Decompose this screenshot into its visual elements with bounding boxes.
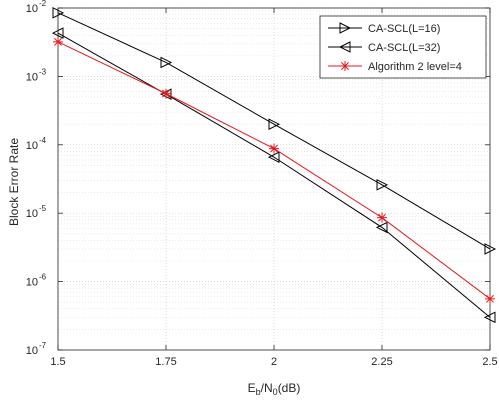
axes-layer: 1.5 1.75 2 2.25 2.510-710-610-510-410-310-2 [26, 0, 498, 368]
series-line [57, 32, 491, 318]
legend-item: CA-SCL(L=16) [328, 22, 440, 35]
marker-triangle-right [484, 243, 497, 255]
y-tick-label: 10 [26, 277, 38, 289]
y-tick-exponent: -4 [39, 136, 47, 145]
series-3 [53, 36, 495, 304]
marker-asterisk [377, 212, 387, 223]
y-tick-exponent: -6 [39, 273, 47, 282]
y-axis-label: Block Error Rate [7, 138, 21, 226]
marker-triangle-right [160, 56, 173, 69]
x-tick-label: 1.75 [155, 356, 176, 368]
y-tick-label: 10 [26, 71, 38, 83]
x-axis-label: Eb/N0(dB) [248, 381, 301, 397]
y-tick-exponent: -3 [39, 67, 47, 76]
x-tick-label: 2.5 [482, 356, 497, 368]
y-tick-exponent: -5 [39, 204, 47, 213]
marker-triangle-right [52, 7, 65, 19]
marker-asterisk [269, 143, 279, 154]
x-label-b: b [256, 387, 261, 397]
marker-triangle-right [376, 179, 389, 191]
y-tick-label: 10 [26, 3, 38, 15]
marker-triangle-right [339, 22, 352, 34]
x-tick-label: 2.25 [371, 356, 392, 368]
marker-asterisk [161, 88, 171, 99]
marker-asterisk [53, 36, 63, 47]
x-tick-label: 2 [271, 356, 277, 368]
marker-triangle-left [375, 221, 388, 234]
x-label-unit: (dB) [278, 381, 301, 395]
y-tick-label: 10 [26, 208, 38, 220]
y-tick-label: 10 [26, 140, 38, 152]
series-1 [52, 7, 497, 255]
series-layer [51, 7, 497, 324]
marker-triangle-left [338, 41, 351, 53]
legend-label: CA-SCL(L=32) [368, 42, 440, 54]
legend-item: CA-SCL(L=32) [328, 41, 440, 54]
legend-label: Algorithm 2 level=4 [368, 61, 462, 73]
marker-triangle-left [483, 311, 496, 324]
marker-triangle-left [267, 151, 280, 163]
x-label-slash: /N [261, 381, 273, 395]
y-tick-exponent: -2 [39, 0, 47, 8]
marker-triangle-right [268, 118, 281, 131]
marker-triangle-left [51, 27, 64, 39]
y-tick-exponent: -7 [39, 341, 47, 350]
legend: CA-SCL(L=16) CA-SCL(L=32) Algorithm 2 leve… [319, 15, 487, 79]
x-tick-label: 1.5 [50, 356, 65, 368]
marker-asterisk [485, 293, 495, 304]
legend-item: Algorithm 2 level=4 [328, 61, 462, 73]
series-line [57, 12, 491, 250]
x-label-zero: 0 [273, 387, 278, 397]
marker-asterisk [340, 61, 350, 71]
legend-label: CA-SCL(L=16) [368, 23, 440, 35]
x-label-e: E [248, 381, 256, 395]
y-tick-label: 10 [26, 345, 38, 357]
